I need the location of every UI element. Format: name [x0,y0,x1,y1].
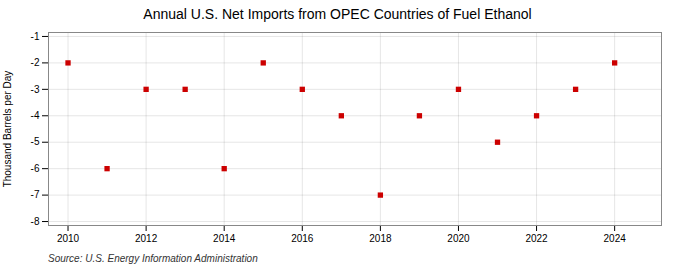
svg-text:-5: -5 [31,136,40,147]
html-text:Annual U.S. Net Imports from O: Annual U.S. Net Imports from OPEC Countr… [143,6,532,22]
svg-text:2018: 2018 [369,233,392,244]
svg-text:2020: 2020 [447,233,470,244]
svg-text:2022: 2022 [525,233,548,244]
svg-text:-6: -6 [31,163,40,174]
svg-text:-4: -4 [31,110,40,121]
svg-text:2012: 2012 [135,233,158,244]
svg-text:2010: 2010 [57,233,80,244]
svg-text:-3: -3 [31,84,40,95]
svg-text:2016: 2016 [291,233,314,244]
svg-text:-8: -8 [31,216,40,227]
svg-text:-2: -2 [31,57,40,68]
svg-text:-1: -1 [31,31,40,42]
svg-text:2014: 2014 [213,233,236,244]
svg-text:Thousand Barrels per Day: Thousand Barrels per Day [2,71,13,188]
svg-text:2024: 2024 [604,233,627,244]
svg-text:-7: -7 [31,189,40,200]
html-text:Source: U.S. Energy Informatio: Source: U.S. Energy Information Administ… [48,253,258,264]
